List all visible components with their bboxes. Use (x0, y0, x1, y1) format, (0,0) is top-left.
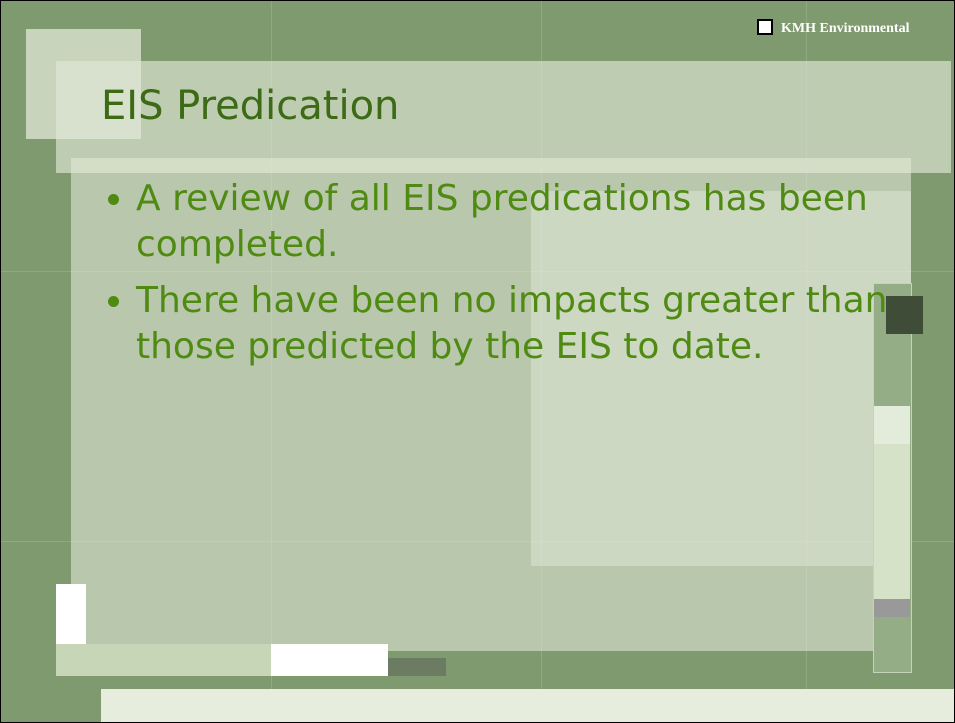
corner-block (271, 644, 388, 676)
corner-block (388, 658, 446, 676)
logo-text: KMH Environmental (781, 21, 909, 37)
bullet-list: A review of all EIS predications has bee… (96, 176, 916, 370)
bullet: A review of all EIS predications has bee… (136, 176, 916, 268)
side-block (874, 599, 910, 617)
notes-area (101, 689, 955, 723)
corner-block (56, 644, 271, 676)
slide: KMH Environmental EIS Predication A revi… (0, 0, 955, 723)
side-block (874, 444, 910, 599)
slide-title: EIS Predication (101, 83, 399, 129)
logo-icon (757, 19, 773, 35)
side-block (874, 406, 910, 444)
bullet: There have been no impacts greater than … (136, 278, 916, 370)
